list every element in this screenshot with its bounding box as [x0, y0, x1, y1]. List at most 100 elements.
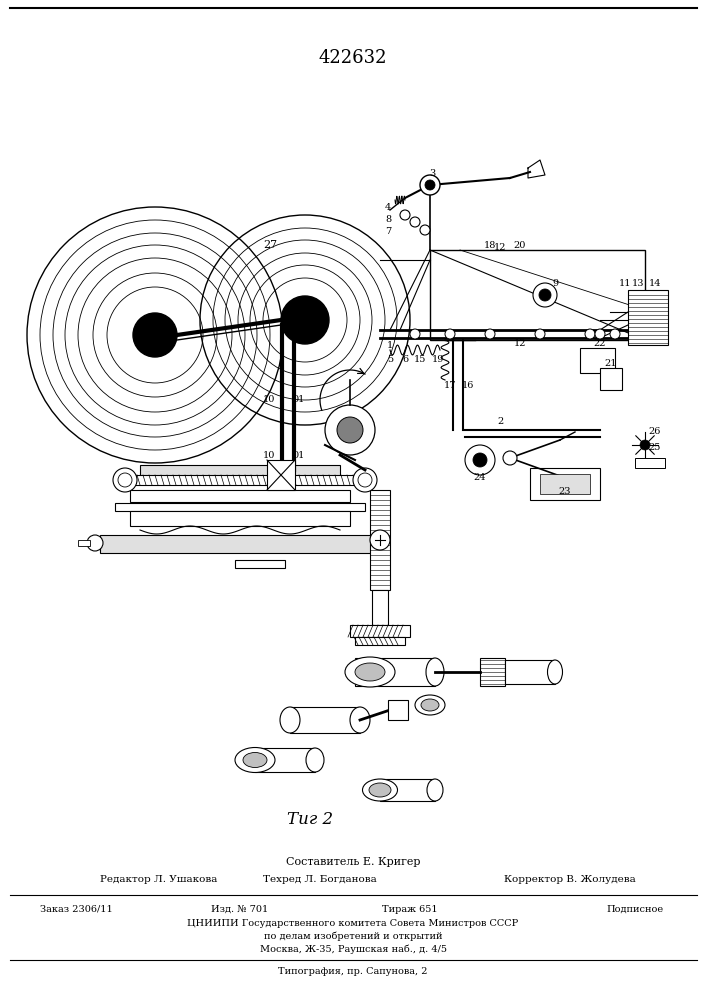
- Text: Корректор В. Жолудева: Корректор В. Жолудева: [504, 876, 636, 884]
- Circle shape: [410, 217, 420, 227]
- Text: Редактор Л. Ушакова: Редактор Л. Ушакова: [100, 876, 217, 884]
- Bar: [505, 660, 555, 684]
- Bar: [370, 490, 390, 590]
- Circle shape: [420, 175, 440, 195]
- Bar: [388, 700, 408, 720]
- Ellipse shape: [415, 695, 445, 715]
- Text: Тираж 651: Тираж 651: [382, 904, 438, 914]
- Text: 10: 10: [263, 395, 275, 404]
- Text: 20: 20: [514, 240, 526, 249]
- Ellipse shape: [345, 657, 395, 687]
- Ellipse shape: [243, 752, 267, 768]
- Circle shape: [473, 453, 487, 467]
- Bar: [267, 460, 295, 490]
- Bar: [530, 468, 600, 500]
- Text: 12: 12: [514, 340, 526, 349]
- Text: 22: 22: [594, 340, 606, 349]
- Text: 25: 25: [649, 442, 661, 452]
- Circle shape: [503, 451, 517, 465]
- Bar: [290, 707, 360, 733]
- Text: 01: 01: [293, 395, 305, 404]
- Bar: [628, 290, 668, 345]
- Text: 18: 18: [484, 240, 496, 249]
- Text: 1: 1: [387, 342, 393, 351]
- Circle shape: [353, 468, 377, 492]
- Text: 17: 17: [444, 380, 456, 389]
- Text: по делам изобретений и открытий: по делам изобретений и открытий: [264, 931, 443, 941]
- Text: Подписное: Подписное: [607, 904, 664, 914]
- Text: 19: 19: [432, 356, 444, 364]
- Bar: [372, 590, 388, 625]
- Bar: [380, 779, 435, 801]
- Circle shape: [133, 313, 177, 357]
- Text: 15: 15: [414, 356, 426, 364]
- Bar: [78, 540, 90, 546]
- Ellipse shape: [363, 779, 397, 801]
- Bar: [130, 490, 350, 502]
- Bar: [635, 458, 665, 468]
- Circle shape: [420, 225, 430, 235]
- Circle shape: [535, 329, 545, 339]
- Text: 11: 11: [619, 278, 631, 288]
- Text: Заказ 2306/11: Заказ 2306/11: [40, 904, 112, 914]
- Ellipse shape: [547, 660, 563, 684]
- Ellipse shape: [426, 658, 444, 686]
- Text: ЦНИИПИ Государственного комитета Совета Министров СССР: ЦНИИПИ Государственного комитета Совета …: [187, 918, 519, 928]
- Bar: [130, 511, 350, 526]
- Circle shape: [465, 445, 495, 475]
- Text: 422632: 422632: [319, 49, 387, 67]
- Text: 3: 3: [429, 168, 435, 178]
- Circle shape: [400, 210, 410, 220]
- Bar: [115, 503, 365, 511]
- Circle shape: [337, 417, 363, 443]
- Circle shape: [425, 180, 435, 190]
- Text: 14: 14: [649, 278, 661, 288]
- Circle shape: [113, 468, 137, 492]
- Ellipse shape: [280, 707, 300, 733]
- Text: 23: 23: [559, 488, 571, 496]
- Text: 27: 27: [263, 240, 277, 250]
- Ellipse shape: [306, 748, 324, 772]
- Bar: [480, 658, 505, 686]
- Bar: [430, 250, 645, 340]
- Bar: [140, 465, 340, 483]
- Circle shape: [410, 329, 420, 339]
- Text: 12: 12: [493, 242, 506, 251]
- Text: 21: 21: [604, 359, 617, 367]
- Bar: [580, 348, 615, 373]
- Circle shape: [610, 329, 620, 339]
- Circle shape: [539, 289, 551, 301]
- Bar: [355, 637, 405, 645]
- Text: 5: 5: [387, 356, 393, 364]
- Text: Τиг 2: Τиг 2: [287, 812, 333, 828]
- Circle shape: [87, 535, 103, 551]
- Text: 6: 6: [402, 356, 408, 364]
- Bar: [100, 535, 380, 553]
- Ellipse shape: [350, 707, 370, 733]
- Text: Изд. № 701: Изд. № 701: [211, 904, 269, 914]
- Bar: [540, 474, 590, 494]
- Bar: [255, 748, 315, 772]
- Bar: [355, 658, 435, 686]
- Text: 7: 7: [385, 228, 391, 236]
- Ellipse shape: [369, 783, 391, 797]
- Ellipse shape: [235, 748, 275, 772]
- Circle shape: [281, 296, 329, 344]
- Circle shape: [585, 329, 595, 339]
- Text: 26: 26: [649, 428, 661, 436]
- Ellipse shape: [421, 699, 439, 711]
- Circle shape: [595, 329, 605, 339]
- Text: 13: 13: [632, 278, 644, 288]
- Text: 2: 2: [497, 418, 503, 426]
- Text: 8: 8: [385, 216, 391, 225]
- Bar: [350, 625, 410, 637]
- Text: Москва, Ж-35, Раушская наб., д. 4/5: Москва, Ж-35, Раушская наб., д. 4/5: [259, 944, 447, 954]
- Text: Типография, пр. Сапунова, 2: Типография, пр. Сапунова, 2: [279, 968, 428, 976]
- Ellipse shape: [355, 663, 385, 681]
- Text: 16: 16: [462, 380, 474, 389]
- Bar: [600, 368, 622, 390]
- Bar: [235, 560, 285, 568]
- Ellipse shape: [427, 779, 443, 801]
- Circle shape: [640, 440, 650, 450]
- Circle shape: [485, 329, 495, 339]
